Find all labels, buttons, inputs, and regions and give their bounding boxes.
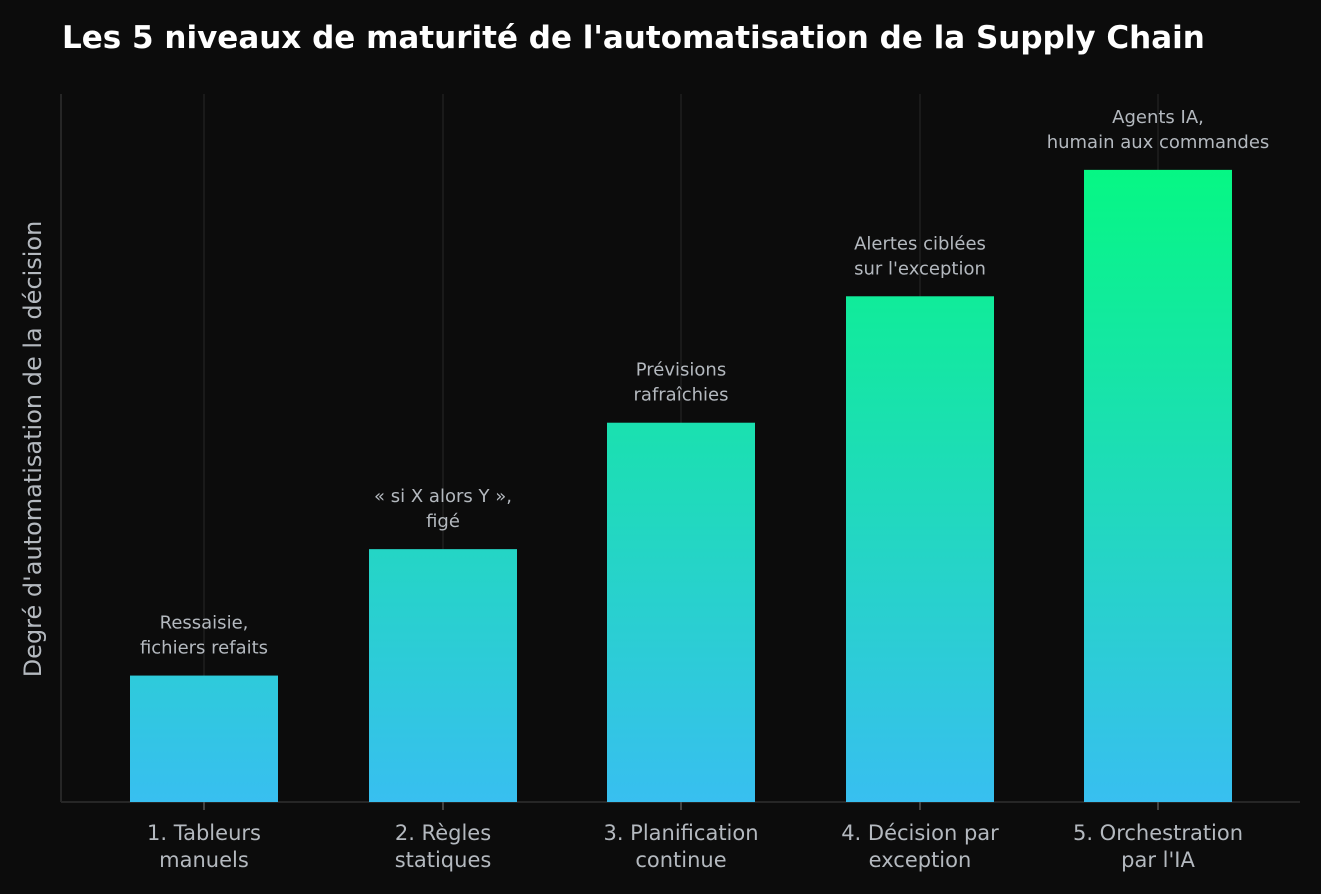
x-tick-label: 4. Décision par exception (841, 821, 999, 872)
x-tick-label: 1. Tableurs manuels (147, 821, 261, 872)
bar-annotation: Agents IA, humain aux commandes (1047, 107, 1270, 153)
bar (846, 296, 994, 802)
x-tick-labels: 1. Tableurs manuels 2. Règles statiques 3. P… (147, 821, 1243, 872)
bar (369, 549, 517, 802)
bar-annotation: Prévisions rafraîchies (634, 360, 729, 406)
y-axis-label: Degré d'automatisation de la décision (19, 221, 47, 678)
bar-annotation: « si X alors Y », figé (374, 486, 512, 532)
bars (130, 169, 1232, 802)
bar (607, 422, 755, 802)
chart-title: Les 5 niveaux de maturité de l'automatis… (62, 20, 1205, 56)
bar (130, 675, 278, 802)
x-tick-label: 2. Règles statiques (395, 821, 492, 872)
x-tick-label: 3. Planification continue (603, 821, 758, 872)
bar-annotation: Ressaisie, fichiers refaits (140, 613, 268, 659)
bar-annotations: Ressaisie, fichiers refaits « si X alors Y… (140, 107, 1269, 659)
x-tick-label: 5. Orchestration par l'IA (1073, 821, 1243, 872)
bar (1084, 169, 1232, 802)
bar-annotation: Alertes ciblées sur l'exception (854, 233, 986, 279)
